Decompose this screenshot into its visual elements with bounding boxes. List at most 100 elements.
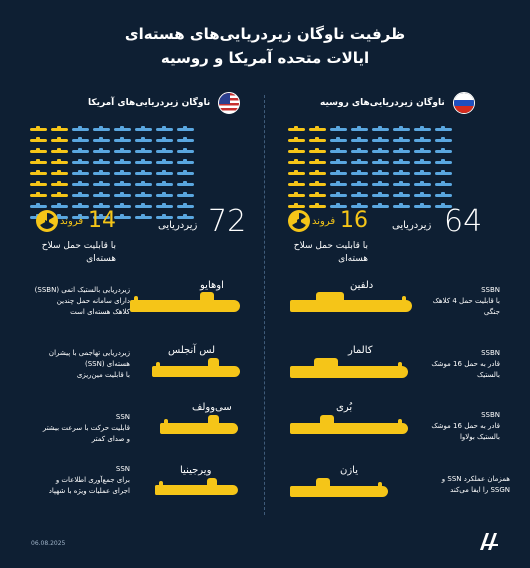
usa-heading: ناوگان زیردریایی‌های آمریکا: [88, 92, 241, 114]
submarine-mini-icon: [393, 170, 410, 175]
submarine-mini-icon: [351, 181, 368, 186]
submarine-mini-icon: [156, 214, 173, 219]
submarine-mini-icon: [93, 192, 110, 197]
submarine-mini-icon: [135, 137, 152, 142]
submarine-mini-icon: [372, 203, 389, 208]
submarine-mini-icon: [330, 192, 347, 197]
submarine-mini-icon: [177, 137, 194, 142]
nuclear-submarine-mini-icon: [51, 159, 68, 164]
nuclear-submarine-mini-icon: [51, 148, 68, 153]
nuclear-submarine-mini-icon: [30, 137, 47, 142]
title-line-1: ظرفیت ناوگان زیردریایی‌های هسته‌ای: [124, 25, 406, 43]
russia-sub-2-name: کالمار: [348, 345, 373, 356]
submarine-mini-icon: [414, 181, 431, 186]
submarine-mini-icon: [93, 159, 110, 164]
russia-flag-icon: [452, 92, 475, 114]
nuclear-submarine-mini-icon: [288, 159, 305, 164]
usa-sub-3-name: سی‌وولف: [192, 402, 232, 413]
submarine-mini-icon: [393, 126, 410, 131]
usa-sub-1-description: زیردریایی بالستیک اتمی (SSBN) دارای سامان…: [34, 286, 130, 316]
submarine-mini-icon: [414, 170, 431, 175]
submarine-mini-icon: [177, 159, 194, 164]
submarine-mini-icon: [114, 148, 131, 153]
russia-heading-text: ناوگان زیردریایی‌های روسیه: [320, 98, 445, 108]
usa-sub-4-description: SSN برای جمع‌آوری اطلاعات و اجرای عملیات و…: [48, 465, 130, 495]
nuclear-submarine-mini-icon: [309, 181, 326, 186]
submarine-mini-icon: [177, 203, 194, 208]
submarine-mini-icon: [393, 148, 410, 153]
nuclear-submarine-mini-icon: [309, 148, 326, 153]
nuclear-submarine-mini-icon: [51, 137, 68, 142]
submarine-mini-icon: [351, 159, 368, 164]
usa-submarine-grid: [30, 126, 194, 219]
russia-sub-3-name: بُری: [336, 402, 353, 413]
radiation-icon: [36, 210, 58, 232]
submarine-mini-icon: [414, 203, 431, 208]
submarine-mini-icon: [72, 192, 89, 197]
submarine-mini-icon: [372, 159, 389, 164]
usa-heading-text: ناوگان زیردریایی‌های آمریکا: [88, 98, 211, 108]
submarine-mini-icon: [51, 203, 68, 208]
submarine-mini-icon: [93, 170, 110, 175]
russia-sub-2-description: SSBN قادر به حمل 16 موشک بالستیک: [431, 349, 500, 379]
submarine-mini-icon: [114, 181, 131, 186]
submarine-mini-icon: [135, 203, 152, 208]
submarine-mini-icon: [351, 148, 368, 153]
nuclear-submarine-mini-icon: [30, 126, 47, 131]
submarine-mini-icon: [330, 181, 347, 186]
nuclear-submarine-mini-icon: [30, 192, 47, 197]
nuclear-submarine-mini-icon: [288, 126, 305, 131]
submarine-mini-icon: [435, 181, 452, 186]
nuclear-submarine-mini-icon: [51, 126, 68, 131]
submarine-mini-icon: [156, 137, 173, 142]
nuclear-submarine-mini-icon: [309, 137, 326, 142]
submarine-mini-icon: [330, 170, 347, 175]
submarine-mini-icon: [135, 126, 152, 131]
submarine-mini-icon: [414, 192, 431, 197]
submarine-mini-icon: [114, 137, 131, 142]
submarine-mini-icon: [177, 126, 194, 131]
yasen-submarine-icon: [290, 478, 390, 498]
submarine-mini-icon: [393, 137, 410, 142]
usa-nuclear-unit: فروند: [60, 216, 84, 227]
russia-sub-1-description: SSBN با قابلیت حمل 4 کلاهک جنگی: [432, 286, 500, 316]
russia-sub-1-name: دلفین: [350, 280, 374, 291]
submarine-mini-icon: [114, 170, 131, 175]
center-divider: [264, 95, 265, 515]
submarine-mini-icon: [330, 159, 347, 164]
submarine-mini-icon: [72, 126, 89, 131]
russia-sub-3-description: SSBN قادر به حمل 16 موشک بالستیک بولاوا: [431, 411, 500, 441]
submarine-mini-icon: [435, 137, 452, 142]
russia-heading: ناوگان زیردریایی‌های روسیه: [320, 92, 475, 114]
seawolf-submarine-icon: [160, 415, 240, 435]
usa-sub-1-name: اوهایو: [200, 280, 224, 291]
submarine-mini-icon: [351, 192, 368, 197]
usa-sub-2-name: لس آنجلس: [168, 345, 216, 356]
nuclear-submarine-mini-icon: [30, 148, 47, 153]
russia-nuclear-unit: فروند: [312, 216, 336, 227]
submarine-mini-icon: [177, 214, 194, 219]
submarine-mini-icon: [414, 159, 431, 164]
submarine-mini-icon: [72, 214, 89, 219]
submarine-mini-icon: [351, 170, 368, 175]
submarine-mini-icon: [114, 203, 131, 208]
submarine-mini-icon: [114, 159, 131, 164]
submarine-mini-icon: [435, 159, 452, 164]
submarine-mini-icon: [372, 170, 389, 175]
submarine-mini-icon: [135, 181, 152, 186]
submarine-mini-icon: [135, 170, 152, 175]
submarine-mini-icon: [177, 192, 194, 197]
submarine-mini-icon: [72, 170, 89, 175]
virginia-submarine-icon: [155, 478, 240, 496]
submarine-mini-icon: [135, 159, 152, 164]
nuclear-submarine-mini-icon: [288, 181, 305, 186]
title-line-2: ایالات متحده آمریکا و روسیه: [160, 49, 370, 67]
nuclear-submarine-mini-icon: [51, 192, 68, 197]
submarine-mini-icon: [393, 192, 410, 197]
submarine-mini-icon: [177, 181, 194, 186]
submarine-mini-icon: [177, 148, 194, 153]
page-title: ظرفیت ناوگان زیردریایی‌های هسته‌ای ایالا…: [0, 22, 530, 70]
submarine-mini-icon: [393, 181, 410, 186]
los-angeles-submarine-icon: [152, 358, 242, 378]
submarine-mini-icon: [93, 214, 110, 219]
